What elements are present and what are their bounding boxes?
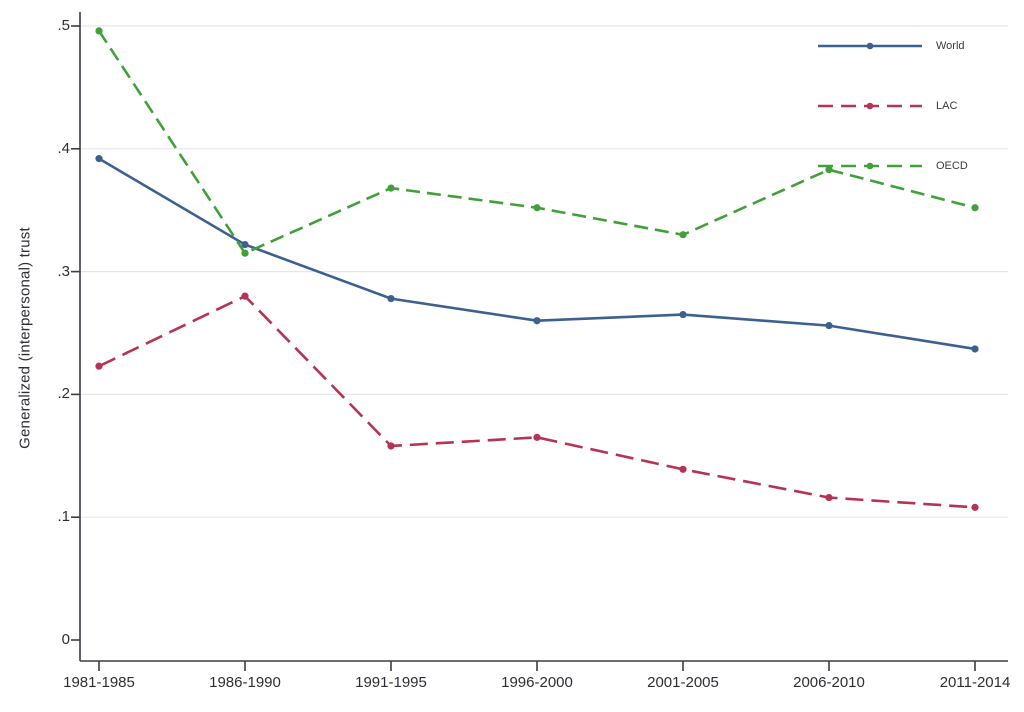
y-tick-label: .4	[57, 140, 70, 157]
legend-item-lac: LAC	[818, 100, 968, 112]
x-tick-label: 1996-2000	[501, 674, 573, 691]
legend-item-world: World	[818, 40, 968, 52]
y-tick-label: .3	[57, 263, 70, 280]
legend-label: World	[936, 40, 965, 52]
x-tick-label: 1986-1990	[209, 674, 281, 691]
x-tick-label: 1981-1985	[63, 674, 135, 691]
y-tick-label: .1	[57, 508, 70, 525]
x-tick-label: 1991-1995	[355, 674, 427, 691]
y-tick-label: 0	[61, 631, 70, 648]
legend-line-lac	[818, 102, 922, 110]
y-axis-title: Generalized (interpersonal) trust	[16, 227, 34, 449]
legend-line-world	[818, 42, 922, 50]
legend-line-oecd	[818, 162, 922, 170]
legend: World LAC OECD	[818, 40, 968, 172]
y-tick-label: .2	[57, 385, 70, 402]
legend-label: OECD	[936, 160, 968, 172]
x-tick-label: 2011-2014	[939, 674, 1011, 691]
legend-item-oecd: OECD	[818, 160, 968, 172]
y-tick-label: .5	[57, 17, 70, 34]
x-tick-label: 2001-2005	[647, 674, 719, 691]
legend-label: LAC	[936, 100, 958, 112]
x-tick-label: 2006-2010	[793, 674, 865, 691]
